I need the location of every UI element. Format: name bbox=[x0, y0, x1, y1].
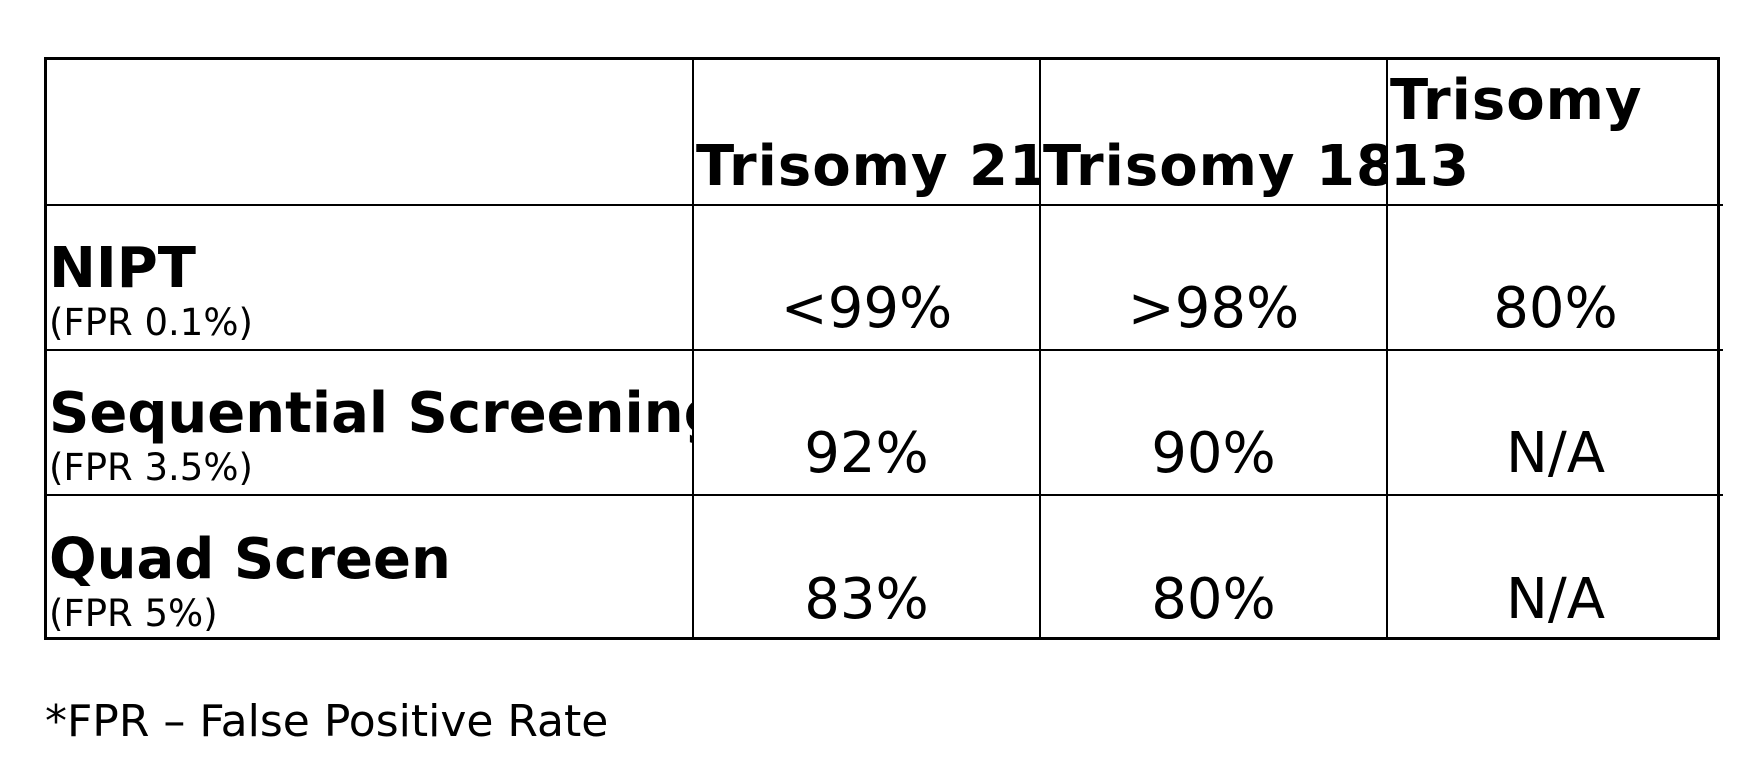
header-trisomy-18: Trisomy 18 bbox=[1039, 60, 1388, 206]
row-subtitle: (FPR 3.5%) bbox=[49, 446, 253, 489]
screening-table: Trisomy 21 Trisomy 18 Trisomy 13 NIPT (F… bbox=[47, 60, 1723, 640]
row-subtitle: (FPR 5%) bbox=[49, 592, 218, 635]
table-row: Sequential Screening (FPR 3.5%) 92% 90% … bbox=[47, 349, 1723, 496]
row-label-cell: Quad Screen (FPR 5%) bbox=[47, 494, 694, 640]
table-header-row: Trisomy 21 Trisomy 18 Trisomy 13 bbox=[47, 60, 1723, 206]
value-cell: 80% bbox=[1386, 204, 1723, 351]
value-cell: >98% bbox=[1039, 204, 1388, 351]
row-title: Sequential Screening bbox=[49, 381, 693, 446]
row-label-cell: Sequential Screening (FPR 3.5%) bbox=[47, 349, 694, 496]
value-cell: <99% bbox=[692, 204, 1041, 351]
value-cell: N/A bbox=[1386, 494, 1723, 640]
table-row: Quad Screen (FPR 5%) 83% 80% N/A bbox=[47, 494, 1723, 640]
value-cell: 92% bbox=[692, 349, 1041, 496]
row-label-cell: NIPT (FPR 0.1%) bbox=[47, 204, 694, 351]
value-cell: 90% bbox=[1039, 349, 1388, 496]
header-trisomy-13: Trisomy 13 bbox=[1386, 60, 1723, 206]
value-cell: N/A bbox=[1386, 349, 1723, 496]
row-subtitle: (FPR 0.1%) bbox=[49, 301, 253, 344]
value-cell: 83% bbox=[692, 494, 1041, 640]
header-empty-cell bbox=[47, 60, 694, 206]
header-trisomy-21: Trisomy 21 bbox=[692, 60, 1041, 206]
row-title: NIPT bbox=[49, 236, 196, 301]
table-row: NIPT (FPR 0.1%) <99% >98% 80% bbox=[47, 204, 1723, 351]
value-cell: 80% bbox=[1039, 494, 1388, 640]
screening-table-container: Trisomy 21 Trisomy 18 Trisomy 13 NIPT (F… bbox=[44, 57, 1723, 640]
row-title: Quad Screen bbox=[49, 527, 451, 592]
footnote: *FPR – False Positive Rate bbox=[45, 696, 609, 747]
